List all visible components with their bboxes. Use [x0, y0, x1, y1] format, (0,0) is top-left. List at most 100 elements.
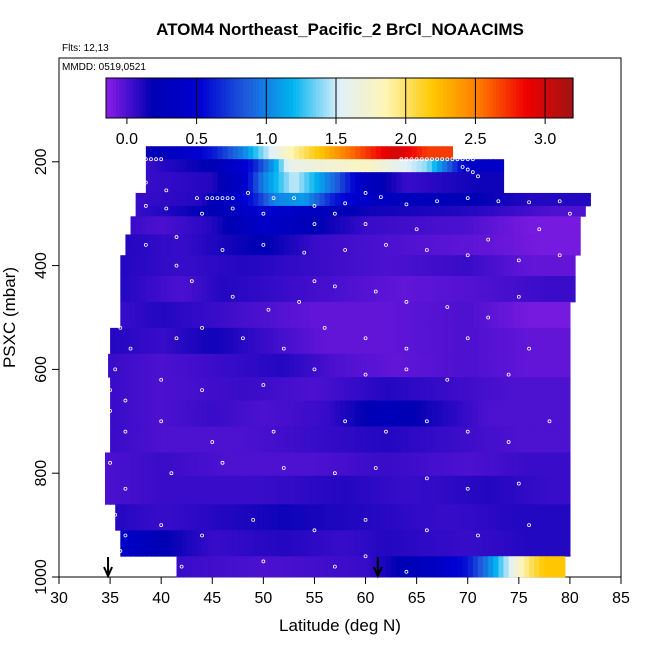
sample-point — [302, 250, 307, 255]
heatmap-cell — [212, 255, 218, 277]
heatmap-cell — [329, 192, 336, 207]
heatmap-cell — [559, 192, 566, 207]
heatmap-cell — [314, 275, 321, 303]
heatmap-cell — [355, 159, 362, 173]
heatmap-cell — [294, 353, 300, 378]
heatmap-cell — [283, 205, 290, 217]
sample-point — [113, 512, 118, 517]
colorbar-cell — [422, 78, 427, 118]
heatmap-cell — [385, 146, 392, 160]
heatmap-cell — [140, 452, 147, 477]
heatmap-cell — [196, 172, 203, 194]
heatmap-cell — [365, 327, 372, 355]
heatmap-cell — [248, 530, 254, 557]
heatmap-cell — [483, 327, 489, 355]
sample-point — [149, 157, 153, 162]
heatmap-cell — [437, 452, 443, 477]
heatmap-cell — [488, 192, 494, 207]
heatmap-cell — [370, 530, 377, 557]
heatmap-cell — [115, 426, 121, 453]
colorbar-cell — [286, 78, 291, 118]
heatmap-cell — [268, 556, 275, 578]
heatmap-cell — [483, 159, 489, 173]
sample-point — [424, 528, 429, 533]
heatmap-cell — [345, 192, 351, 207]
heatmap-cell — [529, 327, 535, 355]
heatmap-cell — [472, 172, 479, 194]
heatmap-cell — [488, 159, 494, 173]
heatmap-cell — [340, 556, 346, 578]
heatmap-cell — [503, 426, 510, 453]
sample-point — [174, 336, 179, 341]
heatmap-cell — [488, 530, 494, 557]
heatmap-cell — [161, 192, 167, 207]
heatmap-cell — [345, 159, 351, 173]
heatmap-cell — [447, 400, 453, 427]
heatmap-cell — [365, 475, 372, 505]
heatmap-cell — [273, 192, 280, 207]
sample-point — [220, 248, 225, 252]
colorbar-cell — [212, 78, 217, 118]
heatmap-cell — [130, 216, 137, 235]
heatmap-cell — [273, 452, 280, 477]
heatmap-cell — [283, 452, 290, 477]
heatmap-cell — [508, 475, 515, 505]
heatmap-cell — [508, 234, 515, 256]
heatmap-cell — [181, 556, 188, 578]
heatmap-cell — [539, 504, 545, 531]
heatmap-cell — [457, 426, 464, 453]
heatmap-cell — [345, 301, 351, 329]
heatmap-cell — [426, 146, 433, 160]
sample-point — [179, 564, 184, 569]
heatmap-cell — [304, 216, 310, 235]
heatmap-cell — [350, 377, 356, 401]
heatmap-cell — [166, 159, 172, 173]
heatmap-cell — [278, 275, 285, 303]
heatmap-cell — [472, 377, 479, 401]
heatmap-cell — [503, 327, 510, 355]
heatmap-cell — [447, 255, 453, 277]
heatmap-cell — [447, 327, 453, 355]
heatmap-cell — [237, 475, 244, 505]
heatmap-cell — [232, 159, 239, 173]
heatmap-cell — [508, 556, 515, 578]
heatmap-cell — [431, 530, 438, 557]
heatmap-cell — [232, 475, 239, 505]
colorbar-cell — [479, 78, 484, 118]
heatmap-cell — [232, 205, 239, 217]
heatmap-cell — [503, 301, 510, 329]
heatmap-cell — [360, 192, 367, 207]
heatmap-cell — [365, 146, 372, 160]
heatmap-cell — [248, 172, 254, 194]
heatmap-cell — [447, 192, 453, 207]
heatmap-cell — [370, 159, 377, 173]
heatmap-cell — [263, 475, 270, 505]
heatmap-cell — [421, 504, 428, 531]
heatmap-cell — [294, 301, 300, 329]
colorbar-tick-label: 0.5 — [185, 131, 207, 148]
heatmap-cell — [483, 275, 489, 303]
heatmap-cell — [278, 452, 285, 477]
colorbar-cell — [342, 78, 347, 118]
heatmap-cell — [278, 192, 285, 207]
heatmap-cell — [529, 426, 535, 453]
heatmap-cell — [518, 275, 525, 303]
heatmap-cell — [529, 530, 535, 557]
heatmap-cell — [431, 377, 438, 401]
heatmap-cell — [304, 146, 310, 160]
x-tick-label: 85 — [612, 590, 630, 607]
heatmap-cell — [360, 327, 367, 355]
heatmap-cell — [477, 530, 484, 557]
heatmap-cell — [222, 452, 229, 477]
heatmap-cell — [222, 275, 229, 303]
heatmap-cell — [493, 377, 499, 401]
heatmap-cell — [248, 216, 254, 235]
heatmap-cell — [498, 530, 505, 557]
heatmap-cell — [145, 159, 152, 173]
colorbar-cell — [236, 78, 241, 118]
heatmap-cell — [518, 530, 525, 557]
heatmap-cell — [273, 275, 280, 303]
heatmap-cell — [258, 146, 264, 160]
heatmap-cell — [437, 275, 443, 303]
heatmap-cell — [498, 353, 505, 378]
